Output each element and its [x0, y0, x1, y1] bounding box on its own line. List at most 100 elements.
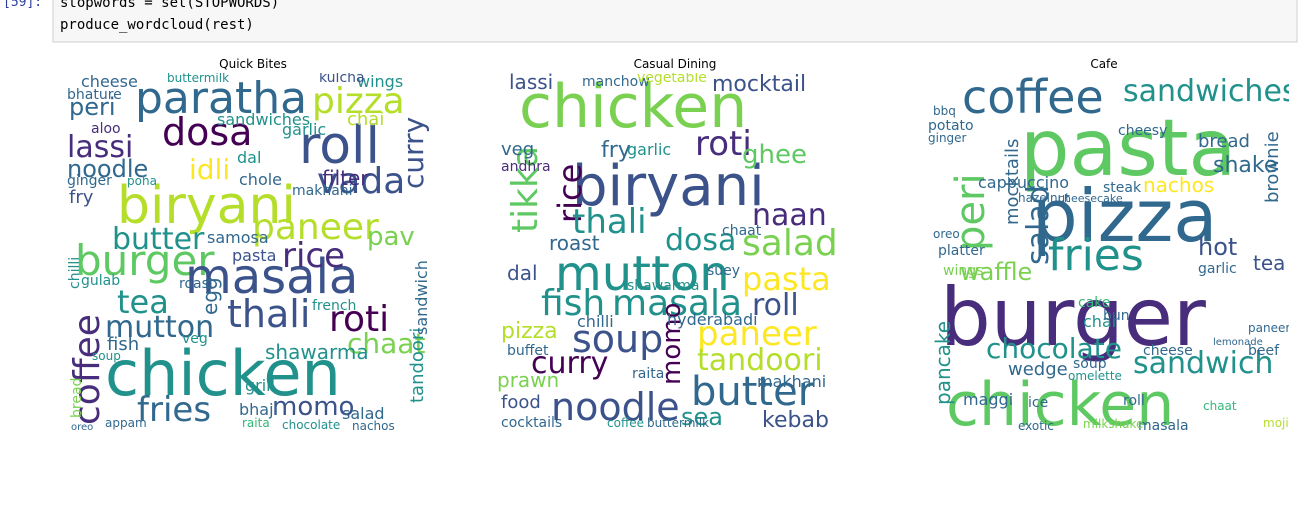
- word: dosa: [665, 223, 736, 258]
- word: mocktail: [712, 72, 806, 97]
- word: appam: [105, 416, 147, 430]
- word: chai: [1083, 312, 1116, 331]
- code-cell[interactable]: [52, 0, 1298, 43]
- word: waffle: [960, 258, 1032, 286]
- word: raita: [632, 366, 664, 382]
- word: roll: [752, 288, 799, 323]
- word: beef: [1248, 343, 1280, 359]
- word: shawarma: [265, 340, 369, 364]
- word: biryani: [572, 154, 765, 219]
- word: bread: [1198, 131, 1250, 152]
- word: naan: [752, 198, 827, 233]
- word: masala: [185, 249, 358, 305]
- word: oreo: [933, 227, 960, 241]
- word: nachos: [1143, 173, 1214, 197]
- word: aloo: [91, 121, 121, 137]
- word: exotic: [1018, 419, 1054, 433]
- word: thali: [572, 202, 647, 242]
- word: chicken: [946, 370, 1174, 440]
- word: shawarma: [627, 278, 700, 294]
- word: brownie: [1262, 131, 1283, 203]
- word: tea: [1253, 251, 1285, 275]
- word: grill: [245, 376, 275, 395]
- word: lemonade: [1213, 337, 1263, 348]
- word: soup: [572, 317, 663, 361]
- word: lassi: [509, 70, 553, 94]
- word: tandoori: [407, 328, 428, 403]
- word: makhani: [757, 372, 826, 391]
- word: nachos: [352, 419, 395, 433]
- cloud-background: [67, 73, 432, 430]
- word: hazelnut: [1018, 191, 1070, 205]
- word: masala: [612, 283, 742, 324]
- word: hot: [1198, 233, 1237, 261]
- word: bhature: [67, 87, 122, 103]
- cell-prompt: [59]:: [3, 0, 42, 10]
- word: chaat: [722, 223, 762, 239]
- word: chilli: [67, 257, 83, 289]
- word: bbq: [933, 104, 956, 118]
- word: soup: [92, 349, 121, 363]
- word: shake: [1213, 153, 1277, 178]
- word: bhaji: [239, 400, 278, 419]
- word: paneer: [697, 314, 817, 354]
- word: food: [501, 392, 541, 413]
- word: curry: [397, 117, 430, 189]
- word: oreo: [71, 422, 93, 433]
- word: filter: [322, 166, 369, 190]
- word: roti: [329, 299, 389, 340]
- word: thali: [227, 292, 310, 336]
- word: chaat: [1203, 399, 1237, 413]
- word: buttermilk: [647, 416, 709, 430]
- word: fries: [1048, 230, 1144, 281]
- word: cheese: [81, 72, 138, 91]
- word: pasta: [232, 246, 276, 265]
- word: gulab: [81, 273, 120, 289]
- word: peri: [69, 93, 116, 121]
- word: ginger: [67, 173, 112, 189]
- word: chaat: [347, 327, 425, 360]
- word: egg: [198, 277, 222, 315]
- word: soup: [1073, 356, 1107, 372]
- word: chai: [347, 109, 384, 130]
- word: cocktails: [501, 415, 562, 431]
- word: fries: [137, 390, 211, 430]
- word: noodle: [551, 385, 680, 429]
- word: butter: [112, 222, 205, 257]
- word: pizza: [1032, 174, 1217, 258]
- word: tikka: [505, 146, 546, 233]
- word: tea: [117, 283, 169, 321]
- word: noodle: [67, 155, 148, 183]
- word: ghee: [742, 140, 807, 170]
- word: chilli: [577, 312, 614, 331]
- word: peri: [948, 173, 994, 251]
- word: roll: [1123, 393, 1145, 409]
- code-line: stopwords = set(STOPWORDS): [60, 0, 279, 11]
- word: momo: [272, 392, 354, 422]
- word: mutton: [555, 246, 730, 302]
- word: masala: [1138, 418, 1189, 434]
- word: raita: [242, 416, 270, 430]
- panel-title: Casual Dining: [634, 57, 717, 71]
- word: maggi: [963, 390, 1013, 409]
- word: paneer: [252, 207, 379, 248]
- word: pasta: [742, 260, 831, 298]
- word: salad: [742, 223, 838, 264]
- word: andhra: [501, 159, 551, 175]
- word: makhani: [292, 183, 353, 199]
- word: fry: [601, 138, 631, 163]
- cloud-background: [497, 73, 853, 430]
- word: sandwiches: [1123, 74, 1298, 109]
- word: steak: [1103, 180, 1142, 196]
- word: platter: [938, 243, 985, 259]
- panel-title: Quick Bites: [219, 57, 287, 71]
- word: dal: [237, 148, 261, 167]
- word: cheese: [1143, 343, 1193, 359]
- word: coffee: [962, 70, 1104, 124]
- word: burger: [75, 236, 215, 285]
- word: burger: [940, 271, 1206, 364]
